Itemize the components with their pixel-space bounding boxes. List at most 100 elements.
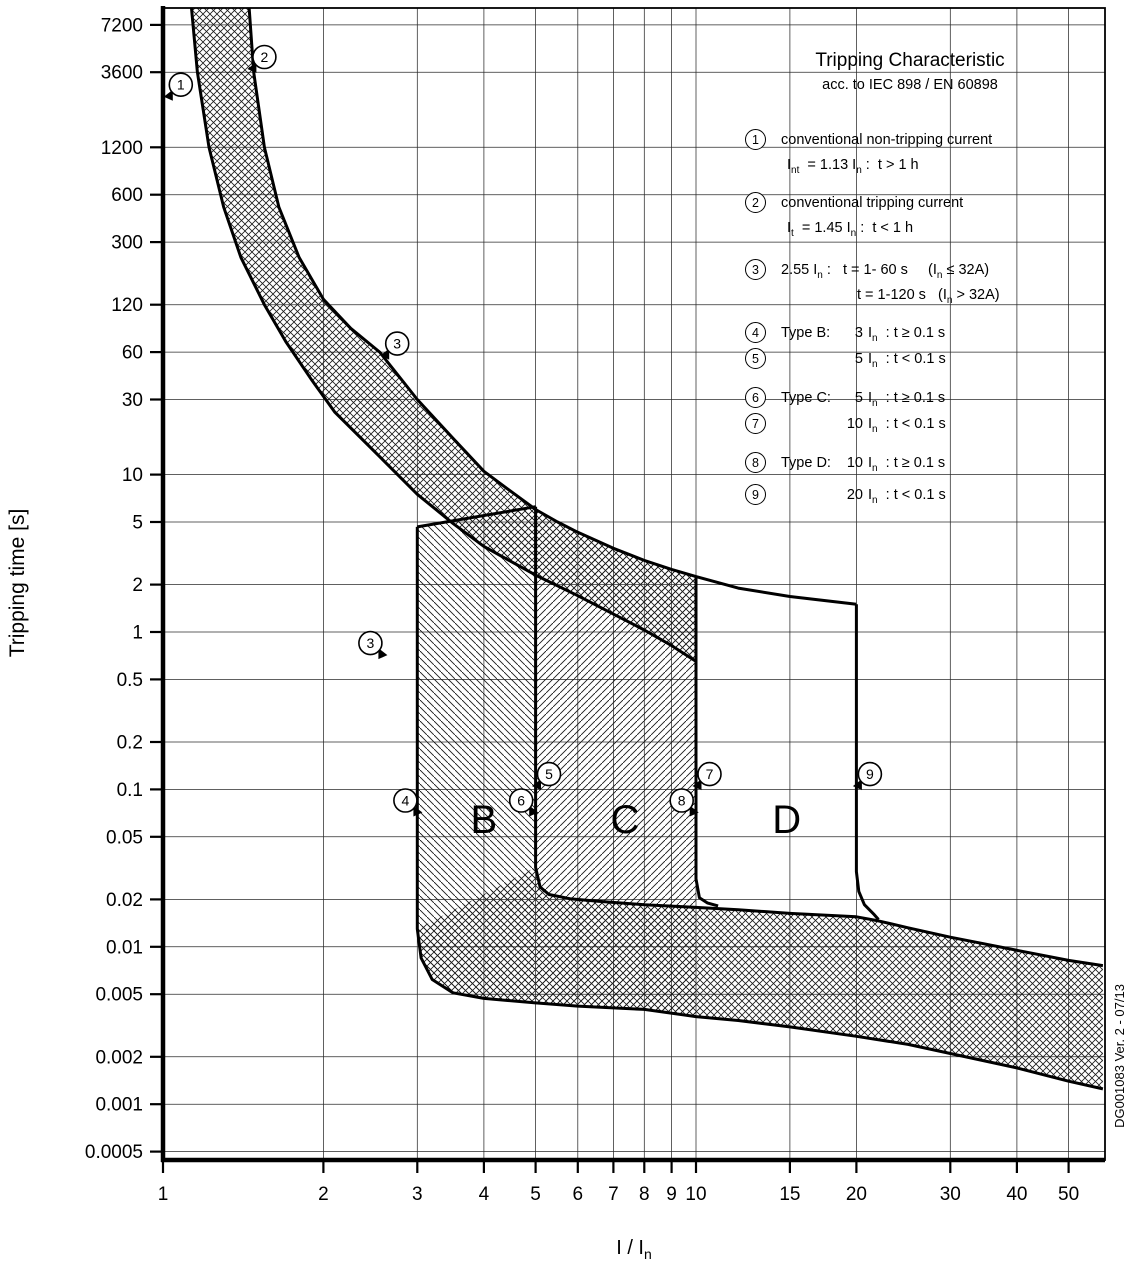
chart-annotation-3-2: 3 bbox=[380, 331, 410, 360]
chart-annotation-6-6: 6 bbox=[508, 788, 539, 817]
svg-text:7: 7 bbox=[706, 766, 714, 782]
chart-annotation-5-5: 5 bbox=[532, 761, 562, 791]
y-tick-label: 0.05 bbox=[106, 827, 143, 848]
x-tick-label: 2 bbox=[318, 1184, 329, 1205]
curve-c_left_band_top bbox=[534, 506, 1104, 968]
y-tick-label: 2 bbox=[132, 575, 143, 596]
x-axis-title: I / In bbox=[616, 1237, 652, 1262]
y-tick-label: 300 bbox=[111, 233, 143, 254]
svg-text:4: 4 bbox=[402, 793, 410, 809]
legend-multiplier: 3 bbox=[854, 325, 863, 341]
legend-item-7: 7 10 In : t < 0.1 s bbox=[735, 413, 1085, 442]
chart-annotation-8-8: 8 bbox=[669, 788, 699, 817]
x-tick-label: 9 bbox=[666, 1184, 677, 1205]
legend-multiplier: 5 bbox=[854, 351, 863, 367]
y-tick-label: 0.005 bbox=[95, 985, 143, 1006]
tick-labels: 7200360012006003001206030105210.50.20.10… bbox=[85, 15, 1079, 1205]
y-tick-label: 1200 bbox=[101, 138, 143, 159]
x-tick-label: 15 bbox=[779, 1184, 800, 1205]
region-label-D: D bbox=[772, 798, 801, 842]
y-tick-label: 7200 bbox=[101, 15, 143, 36]
instantaneous-band-fill bbox=[417, 867, 1103, 1089]
chart-title: Tripping Characteristic bbox=[815, 50, 1005, 71]
legend-condition: In : t ≥ 0.1 s bbox=[868, 390, 946, 409]
legend-item-3: 3 2.55 In : t = 1- 60 s (In ≤ 32A) t = 1-1… bbox=[735, 259, 1085, 305]
chart-annotation-7-7: 7 bbox=[692, 761, 722, 791]
legend-item-1: 1 conventional non-tripping current Int = … bbox=[735, 129, 1085, 175]
legend-text-line2: Int = 1.13 In : t > 1 h bbox=[787, 157, 919, 176]
region-label-B: B bbox=[471, 798, 498, 842]
legend-number-9: 9 bbox=[745, 484, 766, 505]
legend-multiplier: 10 bbox=[846, 416, 863, 432]
legend-type-label: Type D: bbox=[781, 455, 831, 471]
legend-number-7: 7 bbox=[745, 413, 766, 434]
svg-text:6: 6 bbox=[517, 793, 525, 809]
legend-panel: Tripping Characteristic acc. to IEC 898 … bbox=[735, 50, 1085, 520]
legend-number-2: 2 bbox=[745, 192, 766, 213]
legend-text-line1: 2.55 In : t = 1- 60 s (In ≤ 32A) bbox=[781, 262, 990, 281]
x-tick-label: 8 bbox=[639, 1184, 650, 1205]
legend-item-5: 5 5 In : t < 0.1 s bbox=[735, 348, 1085, 377]
legend-condition: In : t ≥ 0.1 s bbox=[868, 325, 946, 344]
chart-annotation-1-0: 1 bbox=[163, 72, 194, 101]
y-tick-label: 3600 bbox=[101, 63, 143, 84]
legend-number-8: 8 bbox=[745, 452, 766, 473]
curve-thermal_upper bbox=[247, 8, 857, 606]
x-tick-label: 20 bbox=[846, 1184, 867, 1205]
legend-text-line1: conventional tripping current bbox=[781, 195, 964, 211]
svg-text:2: 2 bbox=[261, 49, 269, 65]
y-tick-label: 0.001 bbox=[95, 1095, 143, 1116]
y-tick-label: 120 bbox=[111, 295, 143, 316]
x-tick-label: 6 bbox=[573, 1184, 584, 1205]
svg-text:1: 1 bbox=[177, 77, 185, 93]
svg-text:5: 5 bbox=[545, 766, 553, 782]
legend-number-6: 6 bbox=[745, 387, 766, 408]
legend-type-label: Type B: bbox=[781, 325, 831, 341]
y-tick-label: 5 bbox=[132, 513, 143, 534]
legend-item-2: 2 conventional tripping current It = 1.45 … bbox=[735, 192, 1085, 238]
svg-text:8: 8 bbox=[678, 793, 686, 809]
legend-condition: In : t < 0.1 s bbox=[868, 351, 946, 370]
curve-b_top bbox=[417, 505, 536, 529]
y-tick-label: 0.1 bbox=[117, 780, 143, 801]
curve-d_right_hook bbox=[854, 604, 880, 921]
chart-annotation-4-4: 4 bbox=[393, 788, 423, 817]
y-tick-label: 600 bbox=[111, 185, 143, 206]
legend-multiplier: 5 bbox=[854, 390, 863, 406]
legend-item-8: 8 Type D: 10 In : t ≥ 0.1 s bbox=[735, 452, 1085, 481]
y-tick-label: 60 bbox=[122, 343, 143, 364]
legend-condition: In : t ≥ 0.1 s bbox=[868, 455, 946, 474]
legend-number-1: 1 bbox=[745, 129, 766, 150]
chart-annotation-3-3: 3 bbox=[358, 630, 388, 660]
legend-type-label: Type C: bbox=[781, 390, 831, 406]
legend-text-line2: t = 1-120 s (In > 32A) bbox=[857, 287, 1000, 306]
chart-annotation-2-1: 2 bbox=[247, 44, 277, 73]
legend-items: 1 conventional non-tripping current Int = … bbox=[735, 50, 1085, 520]
x-tick-label: 50 bbox=[1058, 1184, 1079, 1205]
y-tick-label: 0.002 bbox=[95, 1047, 143, 1068]
legend-condition: In : t < 0.1 s bbox=[868, 487, 946, 506]
legend-item-9: 9 20 In : t < 0.1 s bbox=[735, 484, 1085, 513]
x-tick-label: 7 bbox=[608, 1184, 619, 1205]
legend-multiplier: 10 bbox=[846, 455, 863, 471]
x-tick-label: 1 bbox=[158, 1184, 169, 1205]
region-label-C: C bbox=[611, 798, 640, 842]
curve-thermal_lower bbox=[189, 8, 697, 663]
legend-item-6: 6 Type C: 5 In : t ≥ 0.1 s bbox=[735, 387, 1085, 416]
region-b-fill bbox=[417, 506, 536, 1003]
x-tick-label: 4 bbox=[479, 1184, 490, 1205]
y-tick-label: 1 bbox=[132, 623, 143, 644]
legend-multiplier: 20 bbox=[846, 487, 863, 503]
curve-d_left_hook bbox=[694, 576, 719, 908]
doc-ref: DG001083 Ver. 2 - 07/13 bbox=[1112, 984, 1127, 1128]
y-tick-label: 0.2 bbox=[117, 733, 143, 754]
x-tick-label: 40 bbox=[1006, 1184, 1027, 1205]
legend-text-line2: It = 1.45 In : t < 1 h bbox=[787, 220, 914, 239]
y-tick-label: 0.5 bbox=[117, 670, 143, 691]
legend-condition: In : t < 0.1 s bbox=[868, 416, 946, 435]
y-tick-label: 0.02 bbox=[106, 890, 143, 911]
x-tick-label: 3 bbox=[412, 1184, 423, 1205]
x-tick-label: 5 bbox=[530, 1184, 541, 1205]
y-tick-label: 0.01 bbox=[106, 937, 143, 958]
x-tick-label: 30 bbox=[940, 1184, 961, 1205]
